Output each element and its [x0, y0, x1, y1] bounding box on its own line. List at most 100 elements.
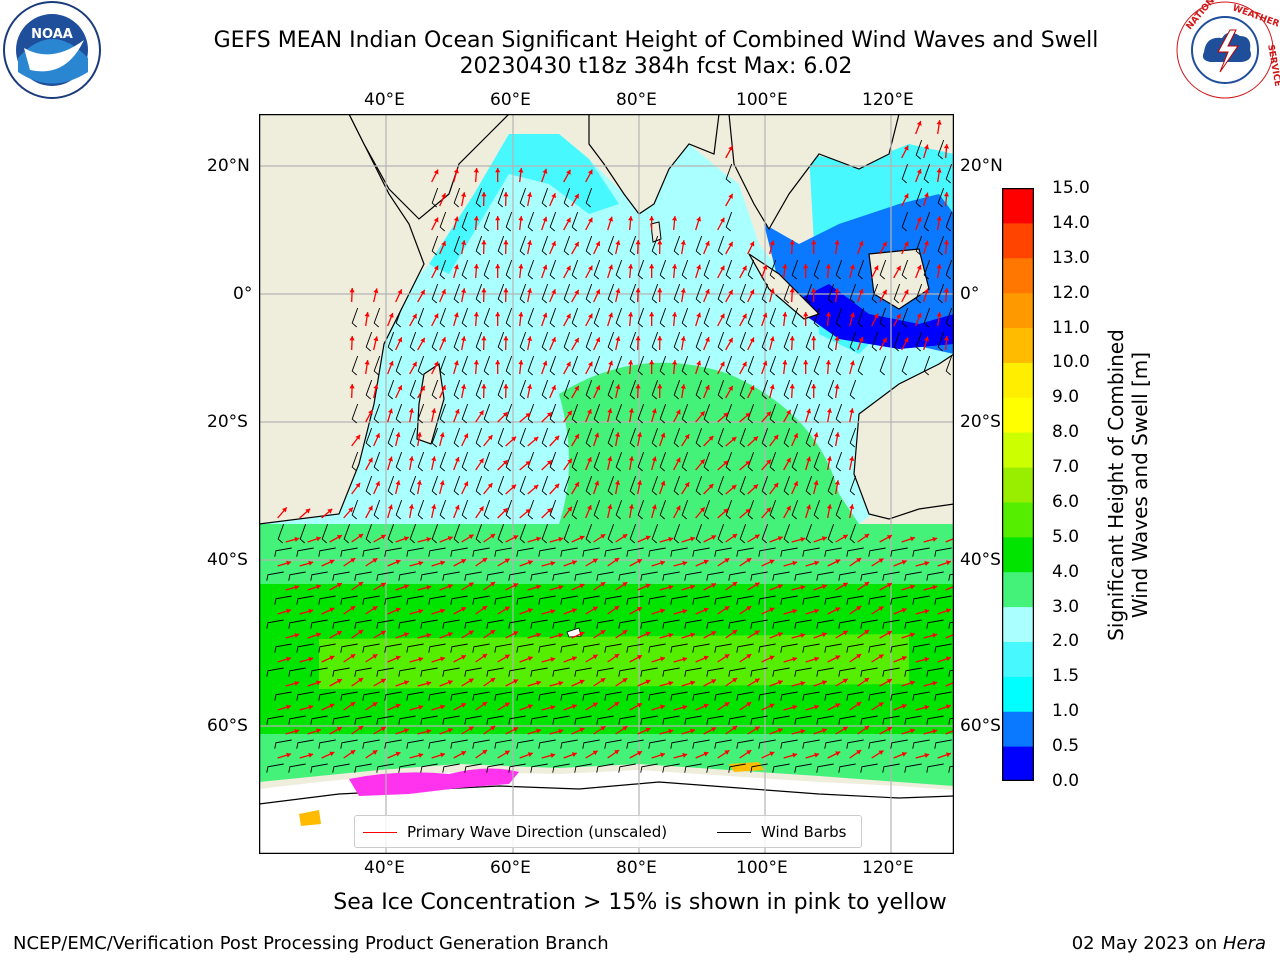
wind-barb: [296, 691, 314, 701]
wave-arrow-head: [566, 265, 571, 271]
wave-arrow-head: [789, 384, 795, 389]
wave-arrow-head: [682, 656, 688, 662]
wave-arrow-head: [910, 584, 915, 590]
wave-arrow-head: [608, 264, 614, 270]
wave-arrow-head: [473, 168, 479, 173]
wind-barb: [516, 547, 534, 557]
wave-arrow-head: [349, 384, 355, 389]
wind-barb: [483, 499, 491, 520]
wind-barb: [321, 523, 329, 544]
wind-barb: [593, 307, 601, 328]
wind-barb: [387, 475, 395, 496]
chart-subtitle: 20230430 t18z 384h fcst Max: 6.02: [459, 54, 853, 79]
wind-barb: [508, 763, 526, 773]
wind-barb: [948, 669, 954, 677]
wind-barb: [901, 307, 909, 328]
wave-arrow-head: [502, 508, 508, 514]
wind-barb: [395, 307, 403, 328]
wind-barb: [538, 643, 556, 653]
wind-barb: [519, 475, 527, 496]
wave-arrow-head: [490, 678, 496, 683]
wind-barb: [351, 307, 359, 328]
wind-barb: [431, 283, 439, 304]
wave-arrow-head: [348, 507, 353, 513]
wind-barb: [692, 643, 710, 653]
wind-barb: [266, 571, 284, 581]
wind-barb: [692, 739, 710, 749]
wind-barb: [717, 523, 725, 544]
wind-barb: [747, 307, 755, 328]
wave-arrow-head: [412, 313, 417, 319]
wind-barb: [310, 571, 328, 581]
wave-arrow-head: [696, 360, 702, 366]
wind-barb: [871, 331, 879, 352]
wind-barb: [593, 499, 601, 520]
wave-arrow-head: [719, 361, 725, 367]
wave-arrow-head: [527, 608, 533, 614]
wave-arrow-head: [910, 680, 915, 686]
wind-barb: [747, 259, 755, 280]
wind-barb: [739, 331, 747, 352]
wave-arrow-head: [426, 536, 432, 542]
wind-barb: [626, 595, 644, 605]
wind-barb: [420, 715, 438, 725]
wave-arrow-head: [286, 608, 292, 614]
wind-barb: [802, 691, 820, 701]
colorbar-tick: 1.0: [1052, 701, 1080, 722]
wind-barb: [409, 475, 417, 496]
wind-barb: [439, 499, 447, 520]
wind-barb: [893, 331, 901, 352]
wind-barb: [453, 187, 461, 208]
wave-arrow-head: [754, 582, 760, 588]
wind-barb: [486, 571, 504, 581]
wind-barb: [659, 451, 667, 472]
wind-barb: [673, 283, 681, 304]
wave-arrow-head: [461, 607, 467, 612]
wind-barb: [296, 547, 314, 557]
wind-barb: [629, 283, 637, 304]
wind-barb: [934, 739, 952, 749]
wave-arrow-head: [746, 558, 752, 563]
wind-barb: [439, 451, 447, 472]
wave-arrow-head: [349, 336, 355, 341]
wave-arrow-head: [814, 608, 820, 614]
wave-arrow-head: [657, 240, 663, 245]
wave-arrow-head: [566, 217, 571, 223]
wave-arrow-head: [622, 534, 628, 539]
colorbar-tick: 2.0: [1052, 631, 1080, 652]
wave-arrow-head: [408, 408, 414, 413]
wind-barb: [849, 475, 857, 496]
wave-arrow-head: [607, 456, 613, 462]
wind-barb: [893, 283, 901, 304]
wave-arrow-head: [786, 505, 791, 511]
wind-barb: [387, 379, 395, 400]
wave-arrow-head: [380, 678, 386, 684]
wind-barb: [585, 475, 593, 496]
wind-barb: [604, 595, 622, 605]
wind-barb: [607, 427, 615, 448]
wave-arrow-head: [511, 484, 517, 490]
wind-barb: [769, 355, 777, 376]
wave-arrow-head: [728, 241, 733, 247]
wind-barb: [519, 235, 527, 256]
wave-arrow-head: [461, 751, 467, 756]
wave-direction-arrow: [945, 537, 954, 543]
wind-barb: [879, 259, 887, 280]
wave-arrow-head: [513, 679, 519, 684]
wave-arrow-head: [703, 751, 709, 757]
wind-barb: [607, 379, 615, 400]
wind-barb: [695, 523, 703, 544]
wave-arrow-head: [574, 433, 579, 439]
wave-arrow-head: [513, 535, 519, 540]
wave-arrow-head: [380, 630, 386, 636]
wind-barb: [365, 427, 373, 448]
wave-arrow-head: [329, 703, 335, 709]
wind-barb: [901, 355, 909, 376]
wave-arrow-head: [504, 654, 510, 660]
colorbar-cell: [1002, 641, 1034, 677]
wind-barb: [728, 619, 746, 629]
wave-arrow-head: [684, 434, 690, 440]
wave-arrow-head: [595, 289, 601, 295]
wave-arrow-head: [766, 507, 771, 513]
wind-barb: [461, 355, 469, 376]
